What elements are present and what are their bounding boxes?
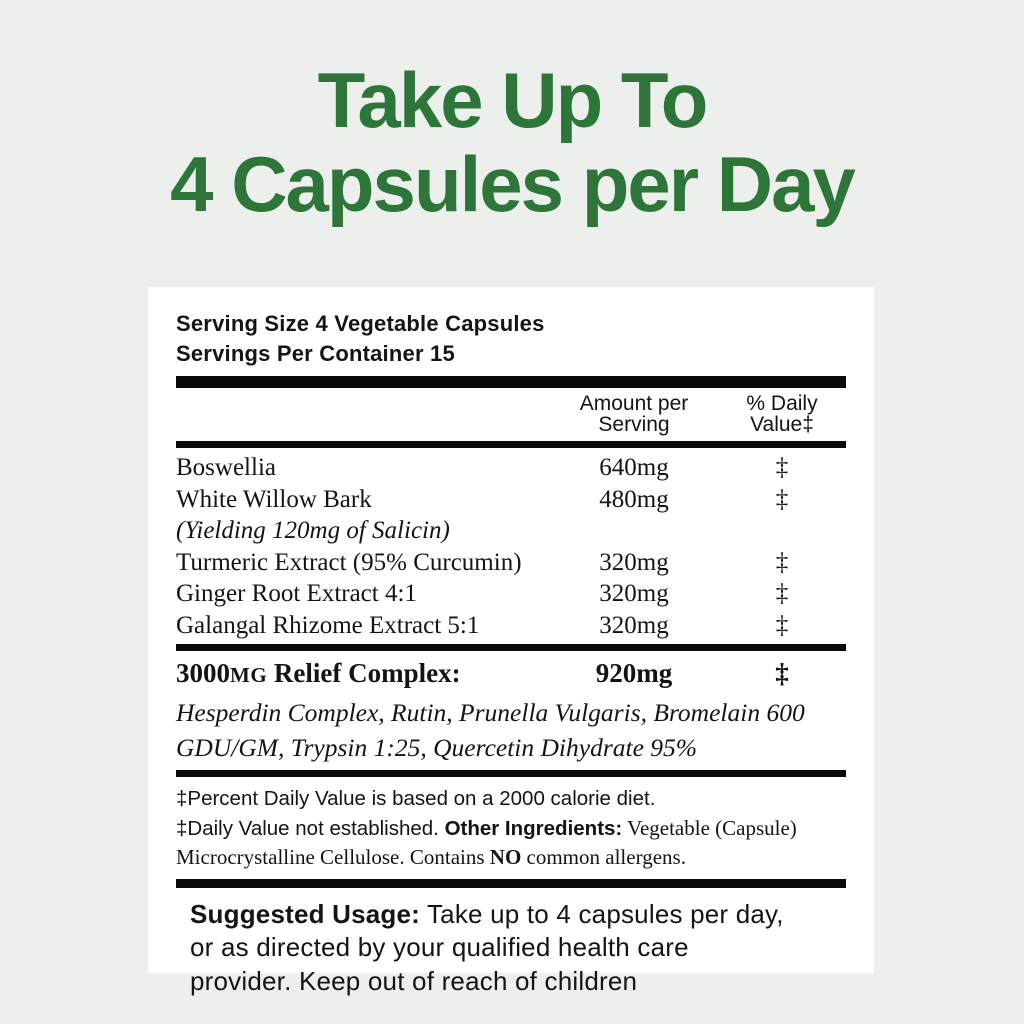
- table-row: Galangal Rhizome Extract 5:1 320mg ‡: [176, 610, 846, 642]
- ingredient-dv: ‡: [775, 611, 789, 639]
- ingredient-name: Boswellia: [176, 454, 276, 481]
- ingredient-amount: 480mg: [599, 485, 669, 513]
- relief-complex-title: 3000MG Relief Complex:: [176, 655, 550, 693]
- complex-ingredient-list: Hesperdin Complex, Rutin, Prunella Vulga…: [176, 698, 805, 762]
- column-header-amount-line1: Amount per: [579, 392, 689, 415]
- ingredient-dv: ‡: [775, 548, 789, 576]
- footnote-allergens: Microcrystalline Cellulose. Contains NO …: [176, 843, 846, 873]
- divider-above-footnotes: [176, 770, 846, 777]
- footnote-dv-not-established: ‡Daily Value not established.: [176, 816, 445, 840]
- suggested-usage-text: Take up to 4 capsules per day, or as dir…: [190, 898, 784, 996]
- column-header-dv-line2: Value‡: [750, 413, 814, 436]
- table-row: Ginger Root Extract 4:1 320mg ‡: [176, 578, 846, 610]
- column-header-daily-value: % Daily Value‡: [718, 393, 846, 435]
- column-header-amount-line2: Serving: [598, 413, 670, 436]
- ingredient-name: Galangal Rhizome Extract 5:1: [176, 611, 480, 639]
- ingredient-amount: 320mg: [599, 611, 669, 639]
- footnote-other-ingredients: ‡Daily Value not established. Other Ingr…: [176, 814, 846, 844]
- table-row-yield-note: (Yielding 120mg of Salicin): [176, 515, 846, 547]
- complex-title-number: 3000: [176, 658, 230, 688]
- ingredient-amount: 640mg: [599, 454, 669, 481]
- table-row: Boswellia 640mg ‡: [176, 452, 846, 484]
- other-ingredients-value: Vegetable (Capsule): [622, 815, 797, 840]
- suggested-usage-label: Suggested Usage:: [190, 898, 421, 929]
- other-ingredients-label: Other Ingredients:: [444, 816, 623, 840]
- table-row: White Willow Bark 480mg ‡: [176, 484, 846, 516]
- ingredient-dv: ‡: [775, 580, 789, 607]
- heading-line-1: Take Up To: [317, 56, 709, 144]
- column-header-amount: Amount per Serving: [550, 393, 718, 435]
- table-column-header: Amount per Serving % Daily Value‡: [176, 388, 846, 438]
- divider-thick-top: [176, 376, 846, 388]
- allergen-text-post: common allergens.: [521, 845, 686, 869]
- ingredient-rows: Boswellia 640mg ‡ White Willow Bark 480m…: [176, 448, 846, 641]
- column-header-dv-line1: % Daily: [746, 392, 818, 415]
- ingredient-dv: ‡: [775, 454, 789, 481]
- page-title: Take Up To 4 Capsules per Day: [0, 58, 1024, 226]
- ingredient-dv: ‡: [775, 485, 789, 513]
- footnote-percent-dv: ‡Percent Daily Value is based on a 2000 …: [176, 787, 656, 810]
- serving-size-text: Serving Size 4 Vegetable Capsules: [176, 311, 545, 336]
- heading-line-2: 4 Capsules per Day: [170, 140, 856, 228]
- divider-header-bottom: [176, 441, 846, 448]
- complex-amount: 920mg: [595, 658, 673, 688]
- complex-dv: ‡: [775, 658, 789, 688]
- ingredient-name: Turmeric Extract (95% Curcumin): [176, 548, 522, 576]
- suggested-usage: Suggested Usage: Take up to 4 capsules p…: [176, 888, 790, 999]
- complex-title-unit: MG: [230, 663, 268, 687]
- ingredient-amount: 320mg: [599, 548, 669, 576]
- allergen-text-pre: Microcrystalline Cellulose. Contains: [176, 845, 490, 869]
- ingredient-name: (Yielding 120mg of Salicin): [176, 517, 450, 544]
- complex-title-rest: Relief Complex:: [267, 658, 461, 688]
- supplement-facts-panel: Serving Size 4 Vegetable Capsules Servin…: [148, 287, 874, 996]
- ingredient-amount: 320mg: [599, 580, 669, 607]
- divider-above-complex: [176, 644, 846, 651]
- footnotes: ‡Percent Daily Value is based on a 2000 …: [176, 777, 846, 873]
- divider-above-usage: [176, 878, 846, 888]
- ingredient-name: Ginger Root Extract 4:1: [176, 580, 417, 607]
- table-row: Turmeric Extract (95% Curcumin) 320mg ‡: [176, 547, 846, 579]
- ingredient-name: White Willow Bark: [176, 485, 372, 513]
- allergen-no: NO: [489, 845, 522, 869]
- relief-complex-row: 3000MG Relief Complex: 920mg ‡: [176, 651, 846, 693]
- servings-per-container-text: Servings Per Container 15: [176, 341, 455, 366]
